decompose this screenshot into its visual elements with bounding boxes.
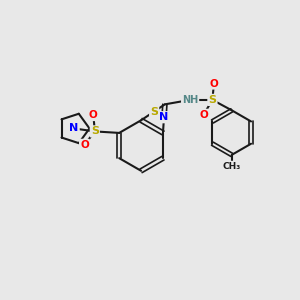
Text: O: O: [199, 110, 208, 120]
Text: S: S: [150, 106, 158, 116]
Text: NH: NH: [182, 95, 198, 105]
Text: O: O: [89, 110, 98, 120]
Text: O: O: [209, 79, 218, 88]
Text: S: S: [208, 95, 216, 105]
Text: S: S: [91, 126, 99, 136]
Text: N: N: [69, 124, 79, 134]
Text: O: O: [80, 140, 89, 150]
Text: N: N: [159, 112, 169, 122]
Text: CH₃: CH₃: [223, 162, 241, 171]
